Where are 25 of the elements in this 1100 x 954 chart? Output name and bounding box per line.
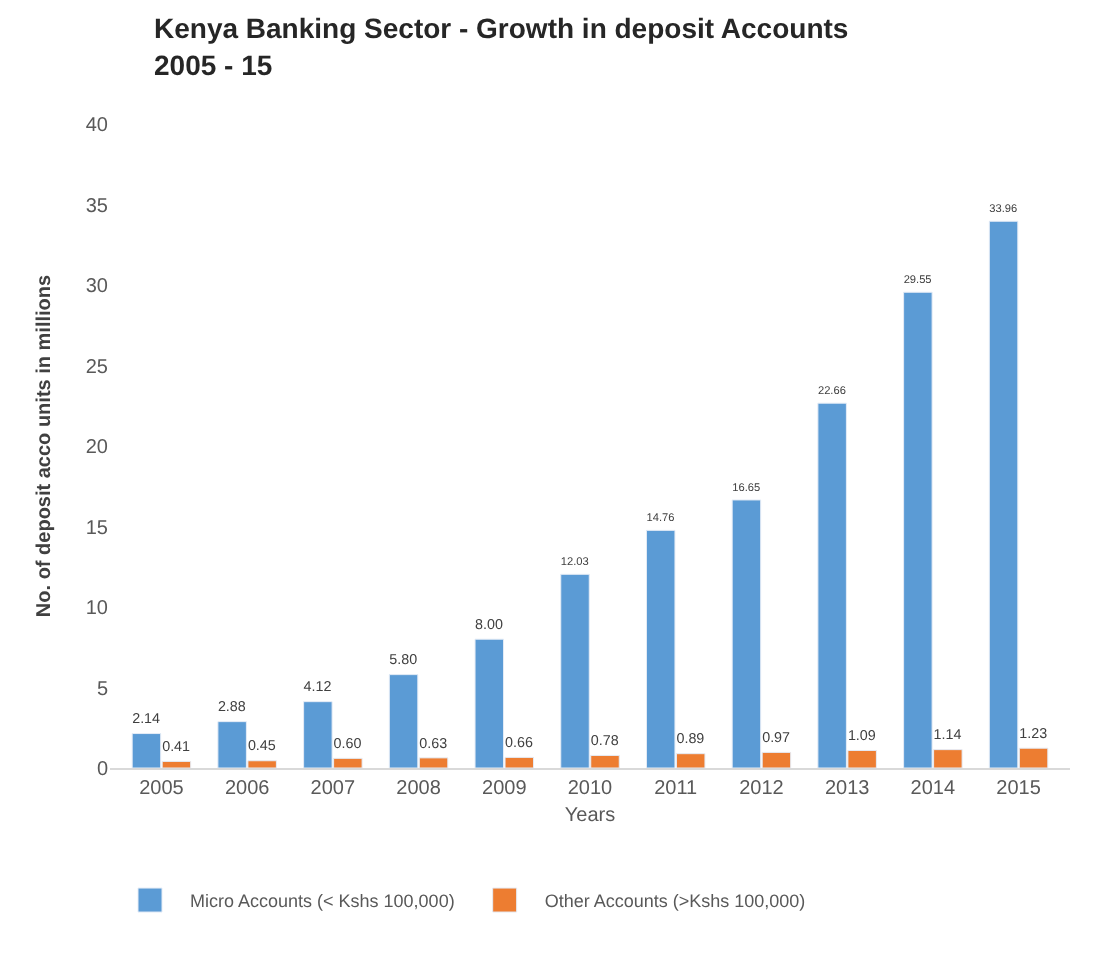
x-axis-title: Years	[564, 805, 616, 827]
y-tick-label: 25	[85, 356, 109, 379]
y-tick-label: 0	[96, 759, 109, 781]
legend-label: Other Accounts (>Kshs 100,000)	[544, 891, 806, 912]
x-tick-label: 2011	[654, 778, 699, 800]
y-tick-label: 30	[85, 276, 109, 298]
x-tick-label: 2007	[310, 778, 356, 800]
y-tick-label: 35	[85, 195, 109, 218]
x-tick-label: 2009	[482, 778, 528, 800]
y-tick-label: 15	[85, 517, 109, 540]
x-tick-label: 2015	[996, 778, 1042, 800]
x-tick-label: 2013	[824, 778, 871, 800]
legend-label: Micro Accounts (< Kshs 100,000)	[190, 891, 455, 912]
y-tick-label: 20	[85, 437, 109, 459]
y-tick-label: 40	[85, 115, 109, 137]
x-tick-label: 2012	[739, 778, 785, 800]
x-tick-label: 2010	[567, 778, 614, 800]
x-tick-label: 2008	[396, 778, 442, 800]
x-tick-label: 2005	[139, 778, 185, 800]
x-tick-label: 2014	[910, 778, 956, 800]
x-tick-label: 2006	[224, 778, 271, 800]
y-tick-label: 10	[85, 598, 109, 620]
y-axis-title: No. of deposit acco units in millions	[33, 274, 56, 618]
chart-title: Kenya Banking Sector - Growth in deposit Accounts 2005 - 15	[154, 12, 849, 81]
y-tick-label: 5	[96, 678, 109, 701]
